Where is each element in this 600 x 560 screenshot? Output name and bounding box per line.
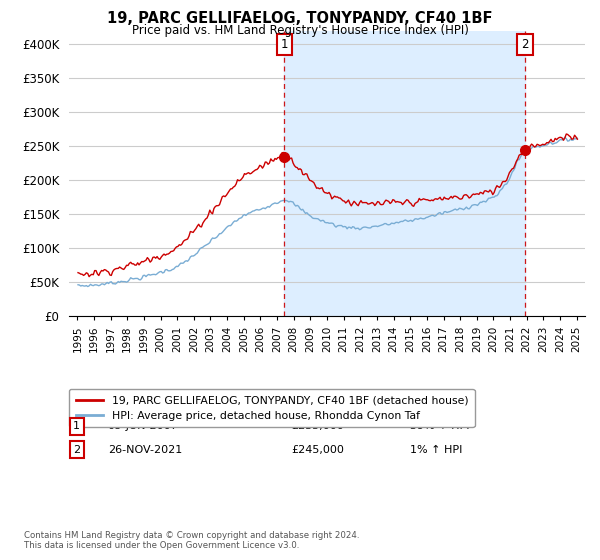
Text: 26-NOV-2021: 26-NOV-2021 (108, 445, 182, 455)
Text: 19, PARC GELLIFAELOG, TONYPANDY, CF40 1BF: 19, PARC GELLIFAELOG, TONYPANDY, CF40 1B… (107, 11, 493, 26)
Text: 39% ↑ HPI: 39% ↑ HPI (410, 421, 469, 431)
Text: 1% ↑ HPI: 1% ↑ HPI (410, 445, 462, 455)
Legend: 19, PARC GELLIFAELOG, TONYPANDY, CF40 1BF (detached house), HPI: Average price, : 19, PARC GELLIFAELOG, TONYPANDY, CF40 1B… (69, 389, 475, 427)
Text: £235,000: £235,000 (291, 421, 344, 431)
Text: 1: 1 (73, 421, 80, 431)
Bar (284, 31, 525, 316)
Text: £245,000: £245,000 (291, 445, 344, 455)
Text: Price paid vs. HM Land Registry's House Price Index (HPI): Price paid vs. HM Land Registry's House … (131, 24, 469, 36)
Text: 2: 2 (521, 38, 529, 51)
Text: 1: 1 (281, 38, 288, 51)
Text: Contains HM Land Registry data © Crown copyright and database right 2024.
This d: Contains HM Land Registry data © Crown c… (24, 530, 359, 550)
Text: 08-JUN-2007: 08-JUN-2007 (108, 421, 178, 431)
Text: 2: 2 (73, 445, 80, 455)
